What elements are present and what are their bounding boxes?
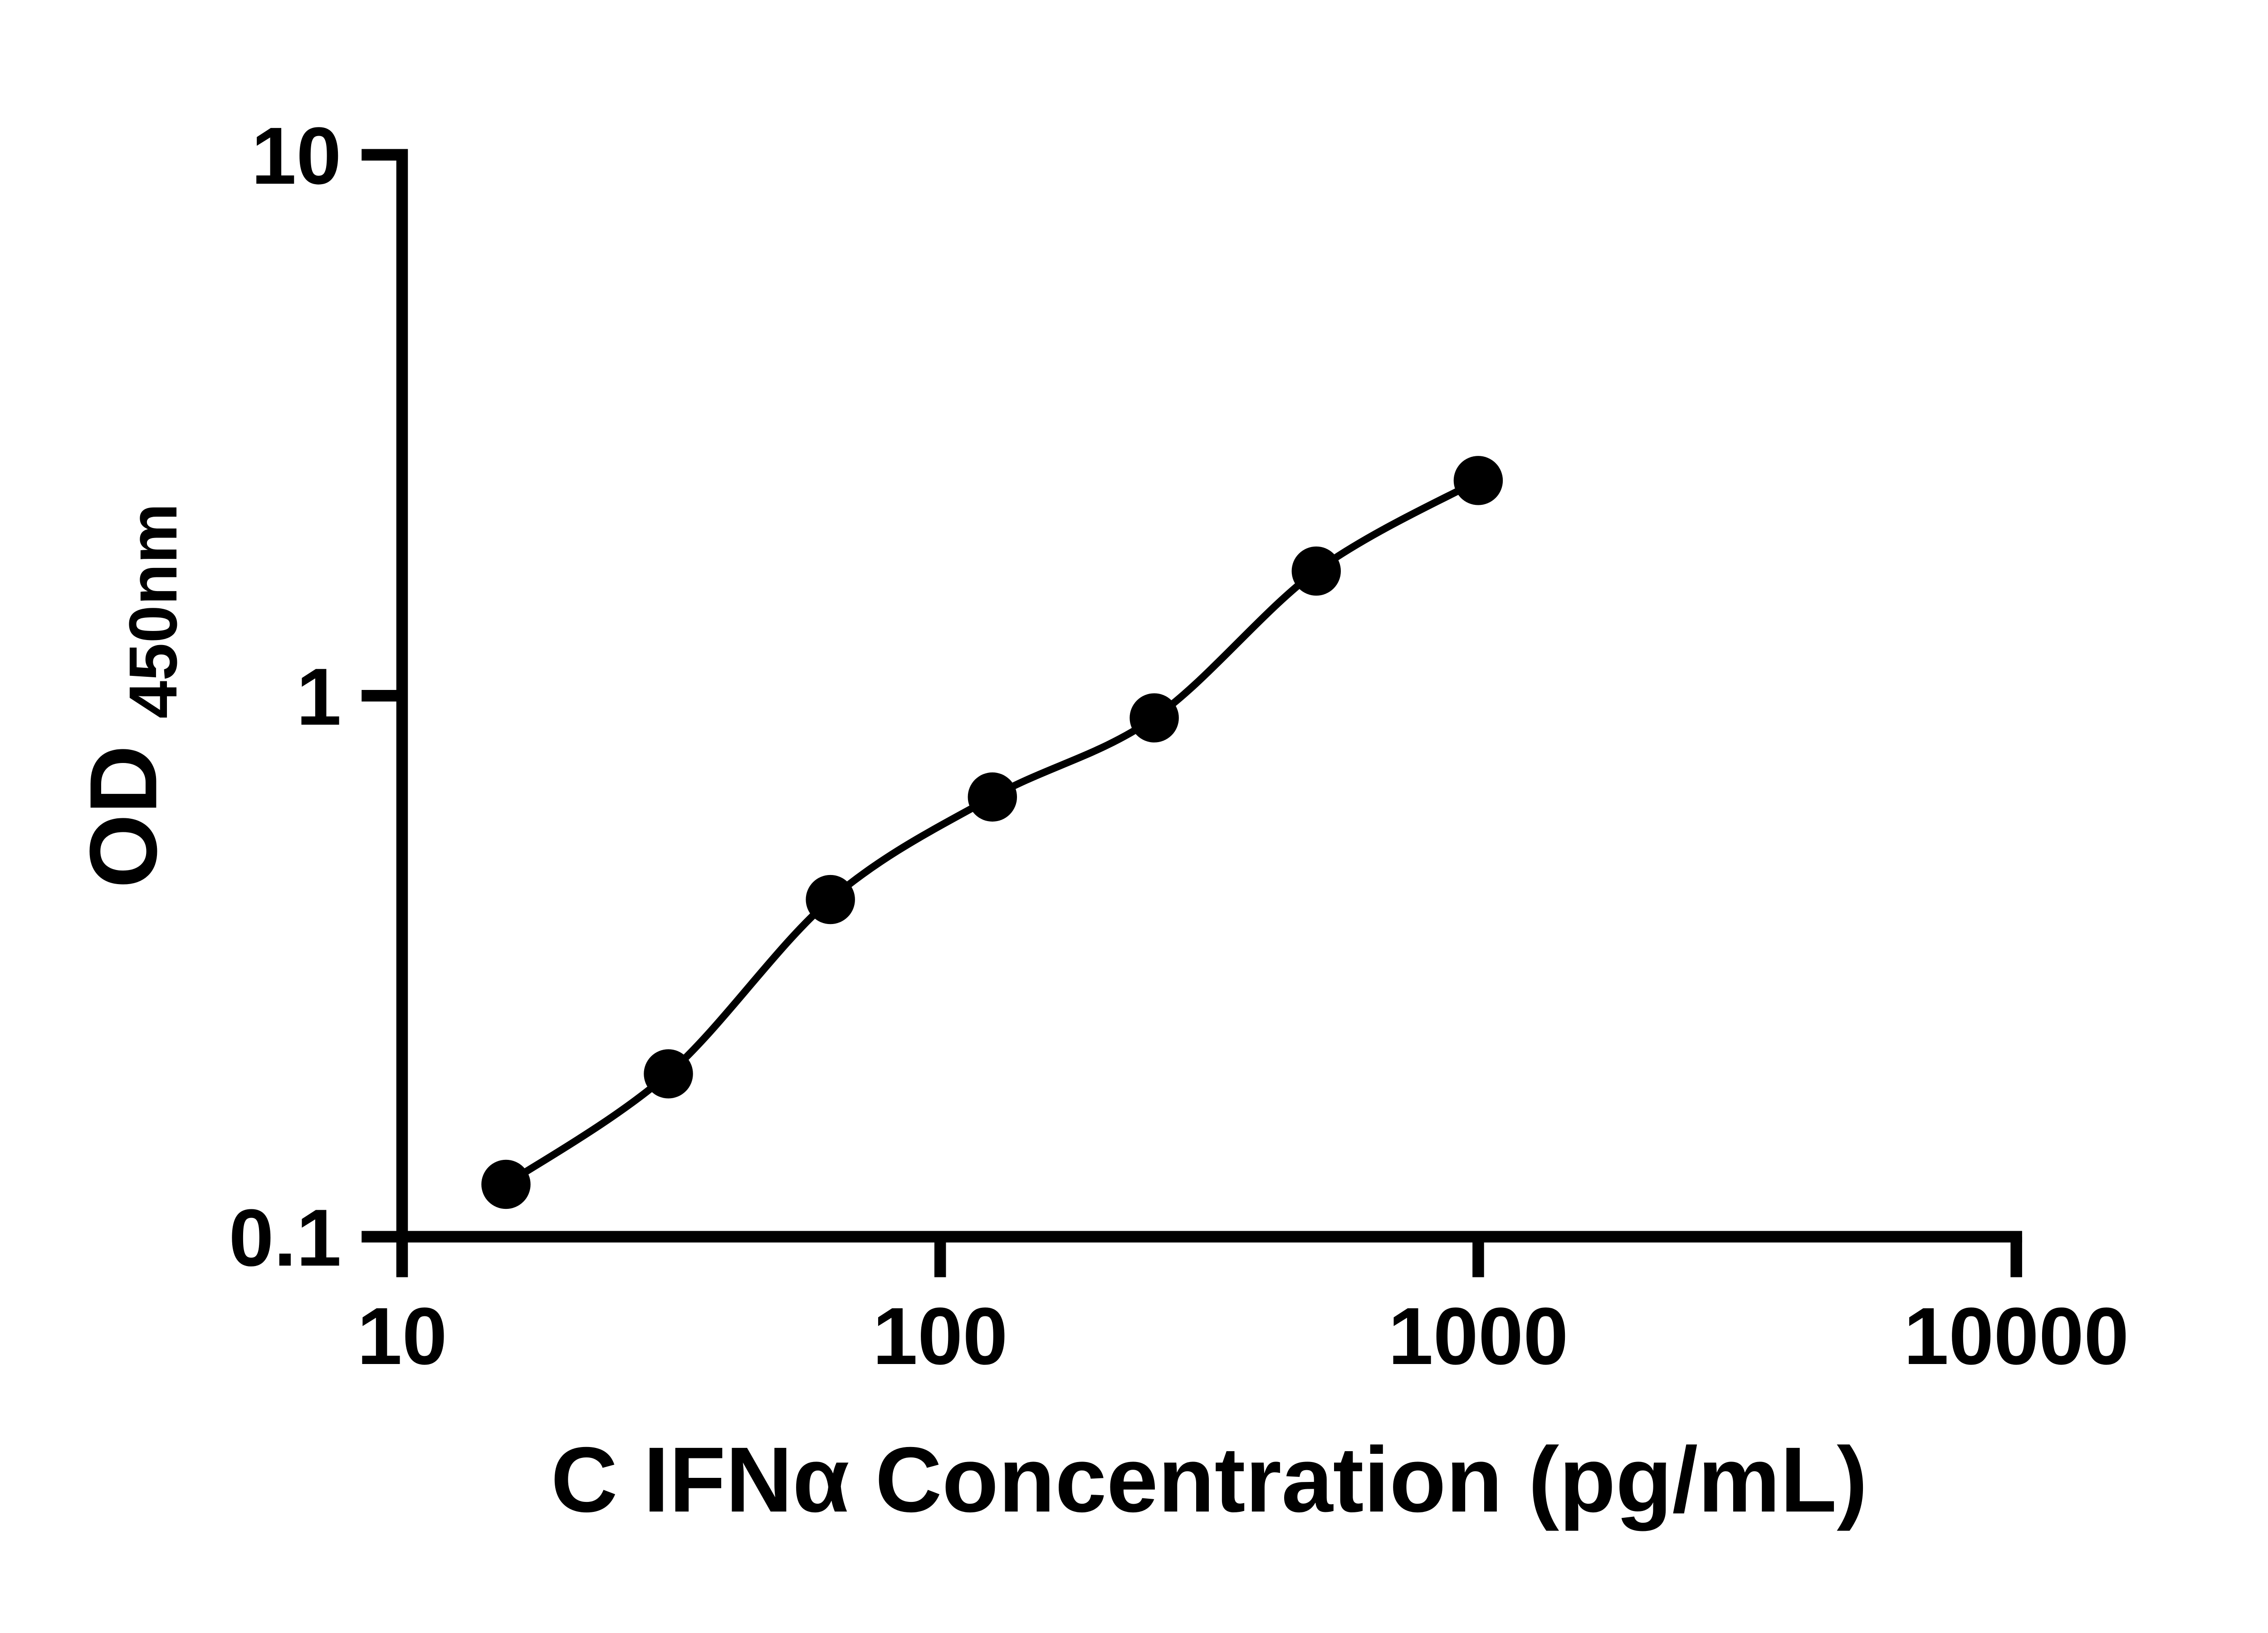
y-axis-tick-labels: 0.1 1 10 [229,110,341,1283]
y-axis-ticks [362,149,402,1243]
x-tick-label: 10 [357,1291,447,1381]
x-axis-tick-labels: 10 100 1000 10000 [357,1291,2129,1381]
y-tick-label: 0.1 [229,1192,341,1283]
y-axis-title-subscript: 450nm [115,503,191,719]
x-tick-label: 1000 [1388,1291,1568,1381]
y-axis-title-main: OD [69,745,176,889]
data-series [481,456,1503,1209]
data-point [481,1159,531,1209]
data-point [1453,456,1503,505]
y-tick-label: 1 [296,651,341,742]
data-point [806,875,855,924]
data-point [968,772,1017,822]
y-axis-title: OD 450nm [69,503,191,888]
y-tick-label: 10 [251,110,342,201]
x-axis-title: C IFNα Concentration (pg/mL) [551,1428,1867,1531]
x-tick-label: 100 [873,1291,1008,1381]
data-point [1129,693,1179,743]
x-tick-label: 10000 [1904,1291,2129,1381]
data-point [644,1049,693,1099]
x-axis-ticks [396,1237,2022,1277]
data-point [1291,546,1341,596]
